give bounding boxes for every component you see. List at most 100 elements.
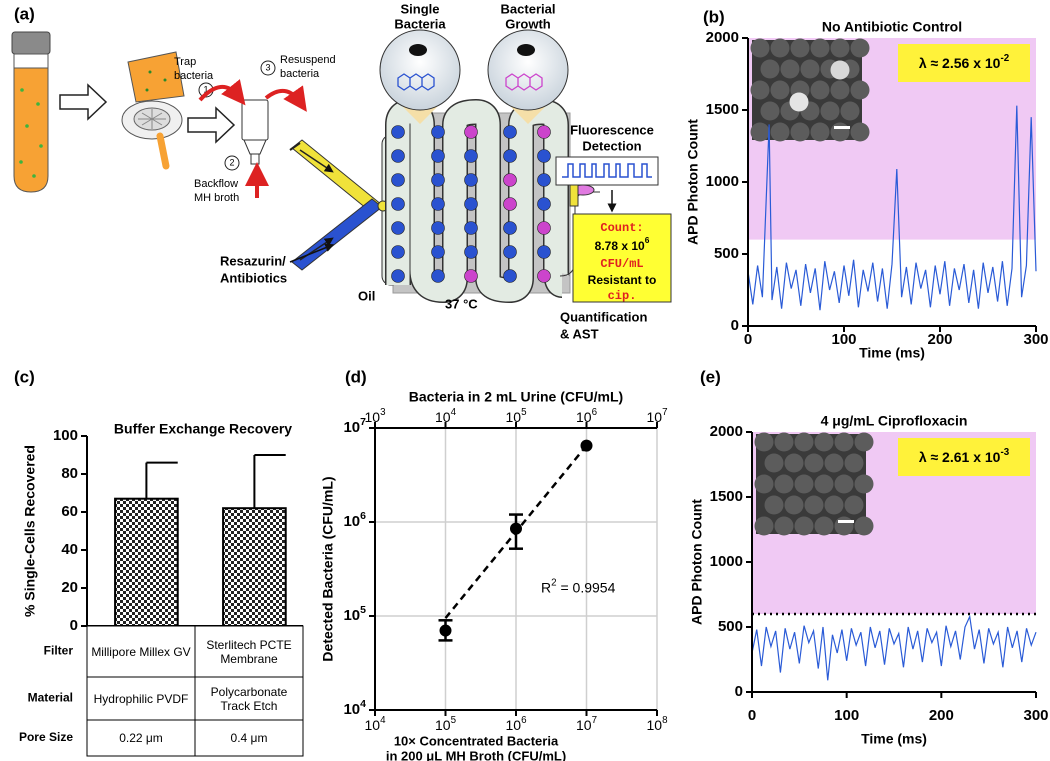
inset-bead (794, 516, 814, 536)
droplet (431, 221, 445, 235)
bacterium (517, 44, 535, 56)
point (580, 439, 593, 452)
inset-bead (850, 80, 870, 100)
result-box (572, 213, 672, 303)
droplet (503, 149, 517, 163)
trace (747, 105, 1037, 311)
table-row-label: Filter (44, 644, 74, 658)
x2-tick-label: 106 (576, 407, 598, 425)
inset-bead (790, 122, 810, 142)
arrow (289, 243, 335, 263)
x-tick-label: 104 (364, 715, 386, 733)
inset-bead (770, 80, 790, 100)
label: bacteria (280, 68, 320, 80)
inset-bead (840, 101, 860, 121)
droplet (464, 173, 478, 187)
inset-bead (824, 453, 844, 473)
droplet (391, 125, 405, 139)
panel-label: (e) (700, 367, 721, 386)
inset-bead (770, 122, 790, 142)
label: Backflow (194, 178, 238, 190)
inset-bead (814, 516, 834, 536)
table-cell (194, 676, 304, 721)
y-tick-label: 500 (714, 245, 739, 262)
x-tick-label: 300 (1023, 331, 1048, 348)
x-tick-label: 105 (435, 715, 457, 733)
y-axis-label: Detected Bacteria (CFU/mL) (320, 476, 336, 661)
droplet (537, 269, 551, 283)
droplet (464, 149, 478, 163)
droplet (503, 221, 517, 235)
panel-label: (c) (14, 367, 35, 386)
label: Trap (174, 56, 196, 68)
panel-label: (b) (703, 7, 725, 26)
droplet (503, 173, 517, 187)
annotation-box (898, 44, 1030, 82)
droplet (537, 197, 551, 211)
tube-body (13, 67, 49, 193)
label: 37 °C (445, 296, 478, 311)
y-tick-label: 107 (343, 416, 366, 436)
bar (222, 507, 287, 628)
point (510, 522, 522, 535)
inset-bead (810, 122, 830, 142)
inset-bead (804, 453, 824, 473)
step-circle (224, 155, 240, 171)
inlet-blue (291, 198, 383, 271)
droplet (391, 221, 405, 235)
droplet (431, 173, 445, 187)
x2-tick-label: 104 (435, 407, 457, 425)
droplet (503, 269, 517, 283)
droplet (391, 197, 405, 211)
y-axis-label: APD Photon Count (689, 499, 705, 625)
inset-bead (814, 474, 834, 494)
inset-bead (850, 122, 870, 142)
table-cell (194, 625, 304, 678)
inset-bead (770, 38, 790, 58)
y-tick-label: 1000 (706, 173, 739, 190)
inset-bead (750, 122, 770, 142)
x-tick-label: 108 (646, 715, 668, 733)
x2-tick-label: 103 (364, 407, 386, 425)
label: Detection (582, 138, 641, 153)
droplet (431, 125, 445, 139)
y-tick-label: 80 (61, 465, 78, 482)
table-row-label: Pore Size (19, 730, 73, 744)
x-tick-label: 0 (748, 707, 756, 724)
resazurin-molecule (397, 73, 435, 91)
x-tick-label: 300 (1023, 707, 1048, 724)
x-tick-label: 106 (505, 715, 527, 733)
x-tick-label: 200 (927, 331, 952, 348)
inset-image (754, 432, 874, 536)
y-tick-label: 104 (343, 698, 366, 718)
y-tick-label: 500 (718, 618, 743, 635)
inlet-line (289, 142, 301, 151)
inset-bead (754, 516, 774, 536)
inset-bead (810, 38, 830, 58)
label: Bacteria (394, 16, 446, 31)
inset-bead (854, 474, 874, 494)
y-tick-label: 60 (61, 503, 78, 520)
x2-tick-label: 107 (646, 407, 667, 425)
y-tick-label: 0 (70, 617, 78, 634)
table-cell (86, 676, 196, 721)
red-arrow (198, 79, 246, 106)
table-row-label: Material (28, 691, 73, 705)
zoom-bubble (379, 29, 461, 111)
table-cell-text: Sterlitech PCTE Membrane (206, 637, 292, 666)
label: 8.78 x 106 (595, 235, 650, 253)
signal-trace (562, 163, 652, 178)
inset-bead (834, 474, 854, 494)
inset-bead (764, 495, 784, 515)
inset-bead (834, 516, 854, 536)
droplet (391, 245, 405, 259)
table-cell (86, 719, 196, 757)
droplet (464, 197, 478, 211)
step-number: 2 (229, 157, 234, 167)
bacteria-dots (19, 88, 43, 178)
annotation: λ ≈ 2.61 x 10-3 (919, 447, 1010, 465)
droplet (391, 149, 405, 163)
x-axis-label: in 200 μL MH Broth (CFU/mL) (386, 748, 566, 761)
inset-bead (790, 38, 810, 58)
